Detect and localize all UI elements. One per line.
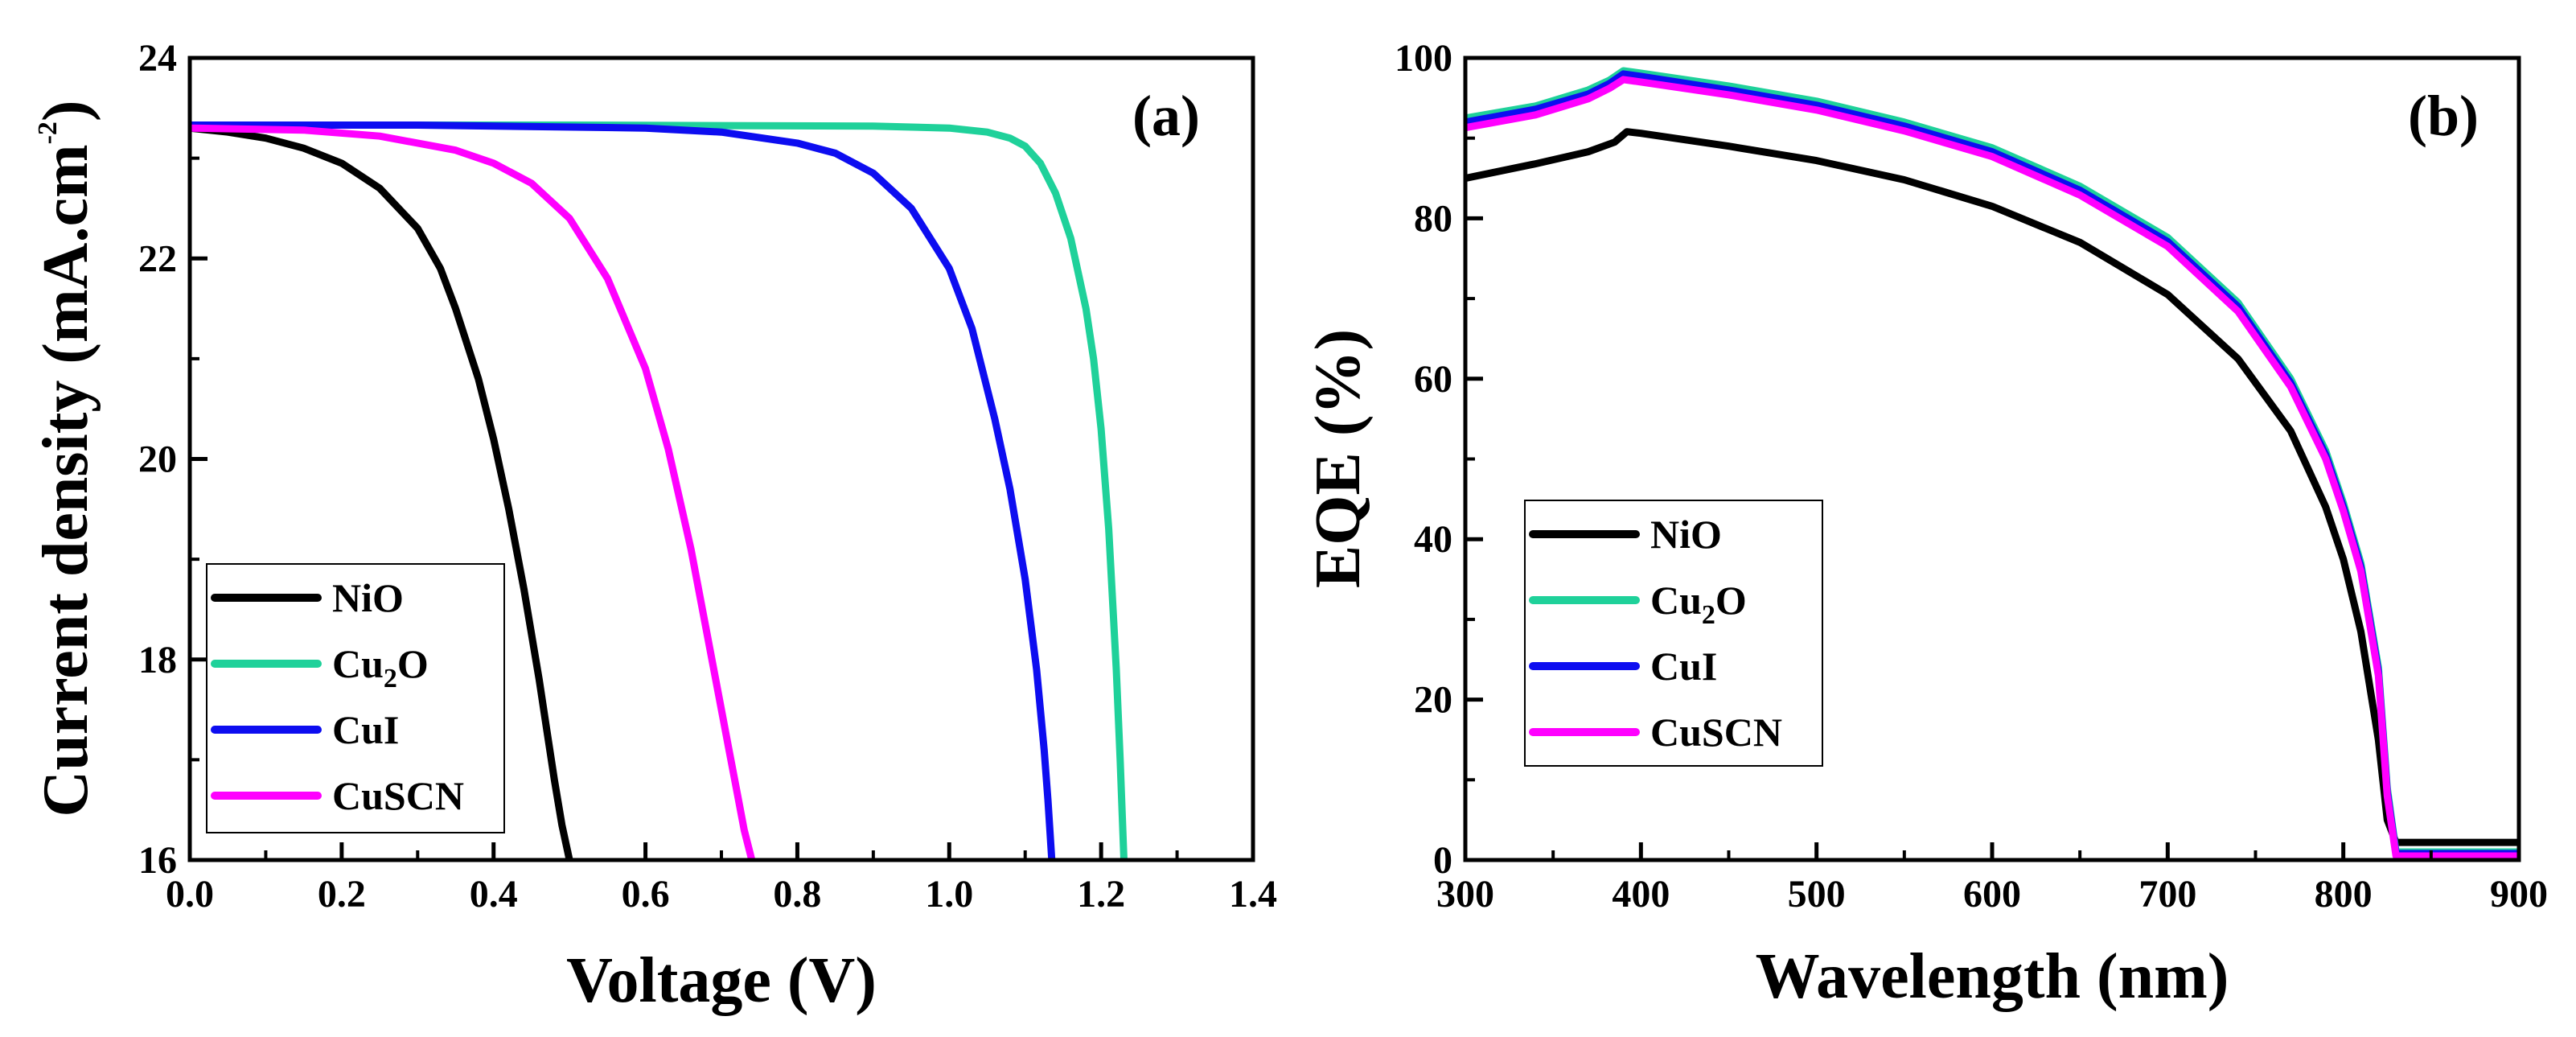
panel-b-y-axis-title: EQE (%) (1303, 329, 1374, 588)
panel-b-series-nio (1465, 128, 2519, 846)
panel-a-y-tick-label: 16 (138, 839, 177, 882)
panel-b-label: (b) (2408, 84, 2479, 148)
panel-a-legend-box (206, 563, 505, 833)
panel-a-series-cu2o (190, 121, 1128, 860)
panel-a-y-tick-label: 18 (138, 639, 177, 681)
panel-a-series-cuscn (190, 124, 756, 860)
panel-a-x-tick-label: 1.2 (1077, 873, 1125, 916)
panel-a-x-axis-title: Voltage (V) (566, 945, 877, 1016)
panel-b-x-tick-label: 600 (1963, 873, 2021, 916)
panel-a-x-tick-label: 0.4 (470, 873, 518, 916)
panel-b-legend-label-cu2o: Cu2O (1650, 578, 1747, 630)
panel-a-series-cui (190, 121, 1056, 860)
panel-b-y-tick-label: 60 (1414, 358, 1452, 401)
panel-b-series-cuscn (1465, 76, 2519, 860)
panel-b-curves (1465, 67, 2519, 860)
panel-b-x-tick-label: 900 (2490, 873, 2548, 916)
panel-b-x-axis-title: Wavelength (nm) (1756, 941, 2229, 1012)
panel-b-legend: NiO Cu2O CuI CuSCN (1524, 500, 1823, 767)
panel-a-legend-label-cu2o: Cu2O (332, 641, 429, 693)
panel-a-x-tick-label: 0.0 (166, 873, 214, 916)
panel-b-x-tick-label: 500 (1788, 873, 1846, 916)
panel-b-y-tick-label: 100 (1395, 37, 1452, 80)
panel-a-x-tick-label: 0.2 (318, 873, 366, 916)
panel-a-chart: 0.0 0.2 0.4 0.6 0.8 1.0 1.2 1.4 16 18 20 22 24 (a) V… (31, 37, 1277, 1016)
panel-b-x-tick-label: 800 (2315, 873, 2373, 916)
panel-b-legend-label-nio: NiO (1650, 512, 1722, 557)
panel-b-legend-box (1524, 500, 1823, 767)
panel-b-ticks: 300 400 500 600 700 800 900 0 20 40 60 80 100 (1395, 37, 2548, 916)
panel-a-label: (a) (1132, 84, 1200, 148)
panel-a-legend-label-cuscn: CuSCN (332, 773, 464, 818)
panel-a-legend-label-cui: CuI (332, 707, 399, 752)
panel-a-curves (190, 121, 1128, 860)
panel-a-legend-label-nio: NiO (332, 575, 404, 620)
panel-a-y-tick-label: 22 (138, 237, 177, 280)
panel-b-y-tick-label: 80 (1414, 197, 1452, 240)
panel-a-legend: NiO Cu2O CuI CuSCN (206, 563, 505, 833)
panel-a-x-tick-label: 1.4 (1229, 873, 1277, 916)
panel-b-y-tick-label: 0 (1433, 839, 1452, 882)
panel-b-x-tick-label: 700 (2138, 873, 2196, 916)
panel-b-legend-label-cui: CuI (1650, 644, 1717, 689)
panel-b-x-tick-label: 400 (1612, 873, 1670, 916)
panel-b-x-tick-label: 300 (1436, 873, 1494, 916)
panel-b-legend-label-cuscn: CuSCN (1650, 710, 1782, 755)
panel-a-series-nio (190, 124, 573, 860)
panel-b-y-tick-label: 20 (1414, 679, 1452, 722)
panel-a-x-tick-label: 0.6 (622, 873, 670, 916)
panel-a-ticks: 0.0 0.2 0.4 0.6 0.8 1.0 1.2 1.4 16 18 20 22 24 (138, 37, 1277, 916)
panel-a-x-tick-label: 1.0 (925, 873, 973, 916)
panel-b-y-tick-label: 40 (1414, 518, 1452, 561)
panel-b-chart: 300 400 500 600 700 800 900 0 20 40 60 80 100 (b) Wa… (1303, 37, 2548, 1012)
panel-a-y-axis-title: Current density (mA.cm-2) (31, 100, 101, 817)
panel-a-x-tick-label: 0.8 (773, 873, 821, 916)
panel-a-y-tick-label: 24 (138, 37, 177, 80)
panel-a-y-tick-label: 20 (138, 438, 177, 481)
